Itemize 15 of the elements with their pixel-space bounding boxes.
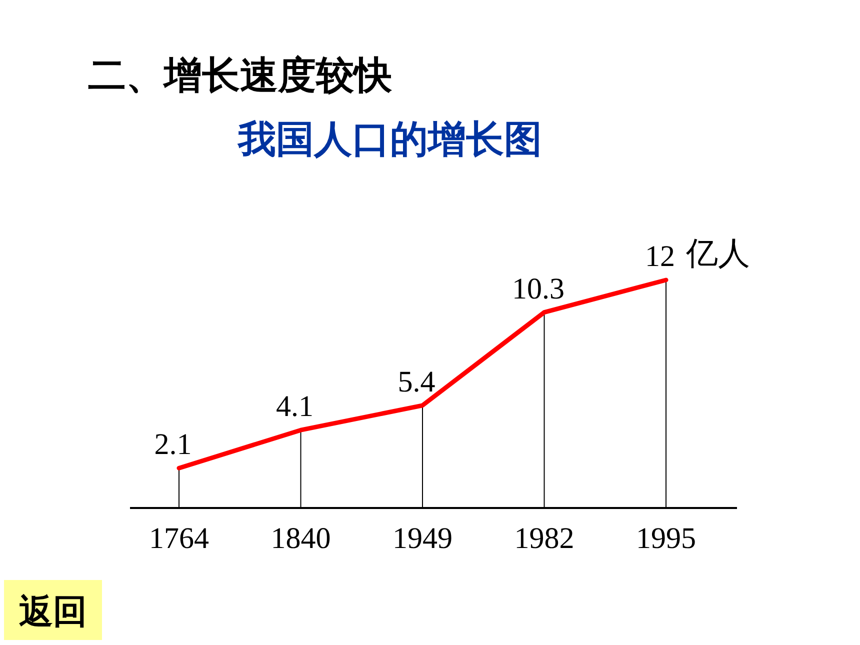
data-label: 5.4 — [398, 365, 436, 398]
data-label: 4.1 — [276, 390, 314, 424]
data-label: 12 — [645, 240, 675, 273]
x-tick-label: 1949 — [392, 522, 452, 555]
data-label: 2.1 — [154, 428, 192, 462]
x-tick-label: 1995 — [636, 522, 696, 555]
x-tick-label: 1982 — [514, 522, 574, 555]
x-tick-label: 1840 — [270, 522, 331, 555]
text: 返回 — [19, 592, 87, 632]
plot: 1764 1840 1949 1982 1995 2.1 4.1 5.4 10.3 12 亿人 — [130, 234, 750, 555]
data-label: 10.3 — [512, 272, 564, 306]
x-tick-label: 1764 — [149, 522, 209, 555]
y-axis-title: 亿人 — [685, 234, 750, 272]
chart-title: 二、增长速度较快 — [88, 53, 393, 97]
chart-subtitle: 我国人口的增长图 — [237, 117, 542, 161]
